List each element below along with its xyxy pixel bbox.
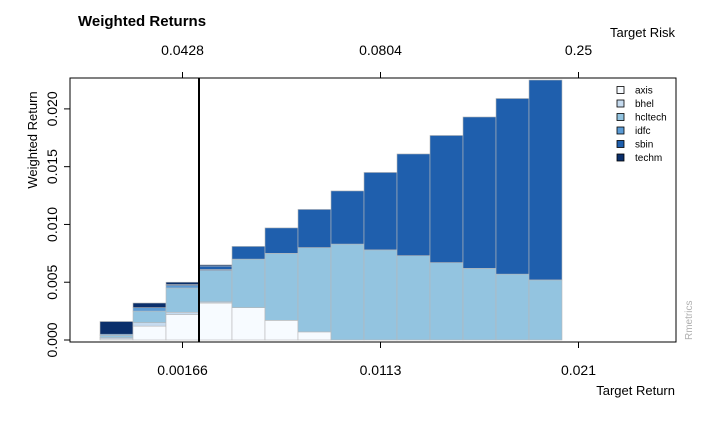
y-axis-label: Weighted Return <box>25 91 40 188</box>
bar-segment-hcltech-4 <box>198 270 233 303</box>
bar-segment-axis-4 <box>198 302 233 341</box>
axes: 0.000 0.005 0.010 0.015 0.020 0.00166 0.0113 0.… <box>44 42 596 378</box>
legend-swatch-techm <box>616 153 625 162</box>
y-tick-label: 0.000 <box>44 322 60 357</box>
legend-label-sbin: sbin <box>635 140 653 151</box>
legend-swatch-bhel <box>616 99 625 108</box>
legend-swatch-hcltech <box>616 113 625 121</box>
legend-label-techm: techm <box>635 153 662 164</box>
legend-label-bhel: bhel <box>635 99 654 110</box>
bar-segment-hcltech-1 <box>99 335 134 338</box>
rmetrics-watermark: Rmetrics <box>684 301 695 340</box>
bar-segment-sbin-13 <box>495 98 530 275</box>
bar-segment-hcltech-13 <box>495 273 530 341</box>
x-tick-label: 0.021 <box>561 362 596 378</box>
bar-segment-sbin-11 <box>429 135 464 263</box>
bar-segment-axis-5 <box>231 307 266 341</box>
y-tick-label: 0.020 <box>44 91 60 126</box>
legend-swatch-sbin <box>616 140 625 148</box>
top-tick-label: 0.0804 <box>359 42 402 58</box>
y-tick-label: 0.005 <box>44 264 60 299</box>
legend-label-idfc: idfc <box>635 126 651 137</box>
bar-segment-axis-3 <box>165 314 200 341</box>
x-axis-label: Target Return <box>596 383 675 398</box>
bar-segment-idfc-3 <box>165 285 200 289</box>
legend-label-hcltech: hcltech <box>635 113 667 124</box>
x-tick-label: 0.00166 <box>157 362 208 378</box>
bar-segment-sbin-14 <box>528 79 563 281</box>
bar-segment-hcltech-12 <box>462 268 497 341</box>
bar-segment-axis-2 <box>132 325 167 341</box>
y-tick-label: 0.015 <box>44 149 60 184</box>
legend-swatch-idfc <box>616 126 625 135</box>
bar-segment-axis-7 <box>297 331 332 341</box>
legend: axis bhel hcltech idfc sbin techm <box>616 86 667 164</box>
legend-label-axis: axis <box>635 86 653 97</box>
stacked-bars <box>99 79 563 341</box>
bar-segment-hcltech-7 <box>297 247 332 333</box>
legend-swatch-axis <box>616 86 625 94</box>
bar-segment-hcltech-10 <box>396 255 431 341</box>
bar-segment-hcltech-11 <box>429 262 464 341</box>
bar-segment-hcltech-2 <box>132 310 167 323</box>
bar-segment-techm-1 <box>99 321 134 335</box>
bar-segment-idfc-2 <box>132 307 167 312</box>
bar-segment-hcltech-14 <box>528 279 563 341</box>
bar-segment-techm-3 <box>165 281 200 285</box>
chart-title: Weighted Returns <box>78 13 206 30</box>
bar-segment-sbin-4 <box>198 265 233 270</box>
plot-box <box>69 77 677 343</box>
bar-segment-sbin-6 <box>264 227 299 254</box>
bar-segment-axis-6 <box>264 320 299 341</box>
top-tick-label: 0.25 <box>565 42 592 58</box>
bar-segment-hcltech-6 <box>264 253 299 321</box>
bar-segment-hcltech-5 <box>231 258 266 308</box>
bar-segment-bhel-2 <box>132 322 167 327</box>
top-tick-label: 0.0428 <box>161 42 204 58</box>
bar-segment-sbin-10 <box>396 153 431 256</box>
bar-segment-hcltech-8 <box>330 243 365 341</box>
bar-segment-techm-2 <box>132 302 167 308</box>
bar-segment-sbin-7 <box>297 209 332 248</box>
x-tick-label: 0.0113 <box>360 362 402 378</box>
bar-segment-sbin-8 <box>330 190 365 245</box>
bar-segment-bhel-3 <box>165 311 200 315</box>
bar-segment-sbin-5 <box>231 246 266 260</box>
bar-segment-techm-4 <box>198 264 233 267</box>
top-axis-label: Target Risk <box>610 25 676 40</box>
bar-segment-hcltech-3 <box>165 287 200 313</box>
bar-segment-sbin-9 <box>363 172 398 251</box>
y-tick-label: 0.010 <box>44 207 60 242</box>
bar-segment-hcltech-9 <box>363 249 398 341</box>
bar-segment-sbin-12 <box>462 116 497 269</box>
